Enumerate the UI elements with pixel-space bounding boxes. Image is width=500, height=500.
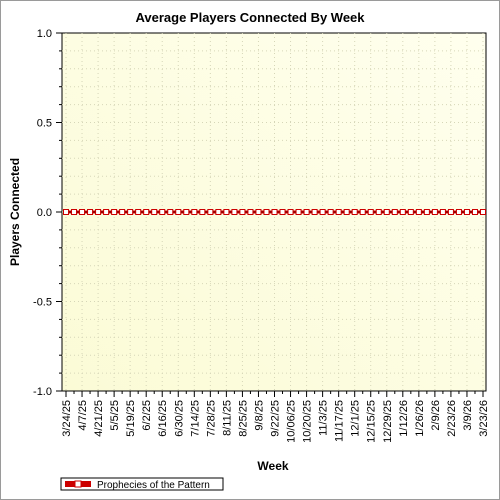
x-tick-label: 3/23/26 [478,400,490,437]
x-tick-label: 2/23/26 [446,400,458,437]
data-point [167,209,174,215]
data-point [287,209,294,215]
data-point [455,209,462,215]
data-point [303,209,310,215]
data-point [151,209,158,215]
data-point [223,209,230,215]
data-point [255,209,262,215]
x-tick-label: 8/11/25 [221,400,233,436]
y-axis: 1.0 0.5 0.0 -0.5 -1.0 [33,28,62,398]
data-point [367,209,374,215]
data-point [231,209,238,215]
x-tick-label: 10/20/25 [302,400,314,443]
data-point [143,209,150,215]
data-point [279,209,286,215]
x-tick-label: 3/24/25 [61,400,73,437]
data-point [311,209,318,215]
data-point [295,209,302,215]
grid-lines [62,33,486,391]
data-point [335,209,342,215]
data-point [71,209,78,215]
data-point [135,209,142,215]
data-point [63,209,69,215]
data-point [447,209,454,215]
x-tick-label: 9/22/25 [270,400,282,437]
x-tick-label: 7/14/25 [189,400,201,437]
data-point [159,209,166,215]
data-point [247,209,254,215]
data-point [383,209,390,215]
x-tick-label: 12/29/25 [382,400,394,443]
data-point [319,209,326,215]
x-tick-label: 5/19/25 [125,400,137,437]
x-tick-label: 1/12/26 [398,400,410,437]
x-tick-label: 11/3/25 [318,400,330,436]
x-axis-label: Week [257,459,288,473]
data-point [343,209,350,215]
x-tick-label: 1/26/26 [414,400,426,437]
y-tick-label: 0.0 [37,207,52,219]
data-point [415,209,422,215]
x-tick-label: 5/5/25 [109,400,121,431]
x-tick-label: 11/17/25 [334,400,346,442]
x-tick-label: 2/9/26 [430,400,442,431]
data-point [263,209,270,215]
data-point [239,209,246,215]
data-point [191,209,198,215]
y-tick-label: 1.0 [37,28,52,40]
x-tick-label: 12/1/25 [350,400,362,437]
data-point [103,209,110,215]
data-point [79,209,86,215]
data-point [399,209,406,215]
legend-label: Prophecies of the Pattern [97,480,210,491]
data-point [471,209,478,215]
data-point [207,209,214,215]
x-tick-label: 6/30/25 [173,400,185,437]
y-tick-label: -0.5 [33,297,52,309]
x-tick-label: 9/8/25 [253,400,265,431]
data-point [199,209,206,215]
x-axis: 3/24/25 4/7/25 4/21/25 5/5/25 5/19/25 6/2/25 6… [61,391,490,443]
data-point [215,209,222,215]
data-point [359,209,366,215]
data-point [407,209,414,215]
data-point [119,209,126,215]
x-tick-label: 8/25/25 [237,400,249,437]
x-tick-label: 3/9/26 [462,400,474,431]
data-point [439,209,446,215]
x-tick-label: 4/7/25 [77,400,89,431]
x-tick-label: 6/16/25 [157,400,169,437]
data-point [327,209,334,215]
legend: Prophecies of the Pattern [60,477,224,491]
x-tick-label: 4/21/25 [93,400,105,437]
data-point [111,209,118,215]
data-point [463,209,470,215]
data-point [175,209,182,215]
x-tick-label: 7/28/25 [205,400,217,437]
legend-box [60,477,224,491]
data-point [375,209,382,215]
y-tick-label: -1.0 [33,386,52,398]
x-tick-label: 10/06/25 [286,400,298,443]
data-point [480,209,486,215]
data-point [271,209,278,215]
y-axis-label: Players Connected [8,158,22,266]
data-point [87,209,94,215]
series-prophecies-of-the-pattern [63,209,486,215]
data-point [423,209,430,215]
data-point [183,209,190,215]
data-point [391,209,398,215]
data-point [95,209,102,215]
y-tick-label: 0.5 [37,118,52,130]
chart-title: Average Players Connected By Week [135,10,365,25]
x-tick-label: 12/15/25 [366,400,378,443]
data-point [127,209,134,215]
data-point [431,209,438,215]
x-tick-label: 6/2/25 [141,400,153,431]
legend-marker [74,480,82,488]
data-point [351,209,358,215]
